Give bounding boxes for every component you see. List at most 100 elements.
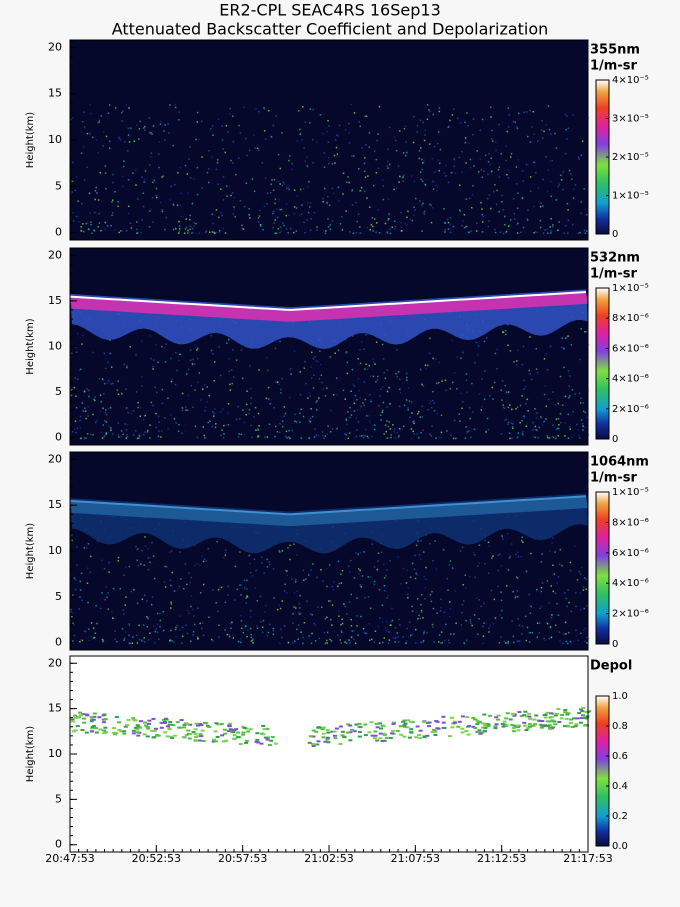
backscatter-pixel: [122, 110, 124, 112]
depol-pixel: [398, 725, 403, 728]
backscatter-pixel: [314, 640, 317, 642]
backscatter-pixel: [188, 368, 190, 371]
backscatter-pixel: [211, 425, 214, 428]
backscatter-pixel: [221, 139, 224, 141]
backscatter-pixel: [346, 372, 349, 375]
backscatter-pixel: [546, 190, 549, 193]
backscatter-pixel: [288, 436, 290, 439]
backscatter-pixel: [377, 133, 379, 135]
backscatter-pixel: [328, 564, 331, 566]
backscatter-pixel: [146, 616, 148, 618]
backscatter-pixel: [123, 613, 125, 615]
backscatter-pixel: [481, 176, 484, 178]
backscatter-pixel: [405, 376, 408, 379]
backscatter-pixel: [245, 588, 248, 590]
backscatter-pixel: [419, 617, 422, 620]
depol-pixel: [156, 734, 161, 737]
backscatter-pixel: [315, 360, 318, 362]
backscatter-pixel: [235, 418, 238, 421]
backscatter-pixel: [357, 421, 360, 423]
colorbar-tick-label: 2×10⁻⁶: [612, 609, 649, 620]
backscatter-pixel: [460, 624, 463, 626]
backscatter-pixel: [288, 155, 291, 157]
backscatter-pixel: [330, 640, 333, 642]
backscatter-pixel: [231, 382, 233, 385]
backscatter-pixel: [79, 640, 81, 643]
backscatter-pixel: [261, 162, 264, 164]
backscatter-pixel: [343, 603, 345, 605]
backscatter-pixel: [141, 219, 143, 221]
backscatter-pixel: [555, 428, 558, 430]
depol-pixel: [224, 739, 229, 742]
backscatter-pixel: [363, 404, 365, 407]
backscatter-pixel: [288, 188, 290, 191]
backscatter-pixel: [361, 435, 363, 437]
backscatter-pixel: [338, 615, 340, 617]
backscatter-pixel: [150, 208, 152, 211]
backscatter-pixel: [203, 558, 206, 560]
depol-pixel: [377, 722, 382, 725]
depol-pixel: [165, 725, 170, 728]
backscatter-pixel: [487, 173, 489, 175]
backscatter-pixel: [255, 429, 257, 431]
backscatter-pixel: [263, 129, 266, 132]
backscatter-pixel: [579, 402, 582, 404]
backscatter-pixel: [485, 336, 488, 339]
depol-pixel: [583, 710, 588, 713]
backscatter-pixel: [266, 192, 269, 194]
backscatter-pixel: [431, 590, 433, 593]
x-tick-label: 21:07:53: [391, 852, 440, 865]
plot-background: [70, 40, 588, 240]
backscatter-pixel: [340, 623, 342, 626]
depol-pixel: [325, 736, 330, 739]
backscatter-pixel: [571, 178, 573, 180]
depol-pixel: [528, 717, 533, 720]
backscatter-pixel: [230, 159, 232, 162]
backscatter-pixel: [519, 404, 522, 407]
depol-pixel: [84, 731, 89, 734]
x-tick-label: 20:52:53: [132, 852, 181, 865]
backscatter-pixel: [154, 386, 157, 389]
backscatter-pixel: [129, 642, 131, 645]
depol-pixel: [407, 736, 412, 739]
depol-pixel: [548, 727, 553, 730]
backscatter-pixel: [132, 410, 135, 412]
backscatter-pixel: [89, 104, 91, 106]
backscatter-pixel: [358, 389, 361, 392]
backscatter-pixel: [582, 425, 584, 427]
backscatter-pixel: [484, 370, 486, 372]
backscatter-pixel: [465, 225, 468, 228]
backscatter-pixel: [400, 226, 403, 228]
backscatter-pixel: [501, 617, 503, 619]
backscatter-pixel: [267, 631, 270, 634]
backscatter-pixel: [427, 364, 429, 367]
backscatter-pixel: [169, 640, 171, 642]
backscatter-pixel: [414, 554, 416, 557]
backscatter-pixel: [294, 420, 296, 423]
backscatter-pixel: [423, 160, 425, 163]
backscatter-pixel: [211, 231, 214, 233]
backscatter-pixel: [460, 392, 462, 395]
backscatter-pixel: [503, 407, 506, 410]
depol-pixel: [418, 737, 423, 740]
backscatter-pixel: [165, 343, 167, 345]
depol-pixel: [540, 720, 545, 723]
backscatter-pixel: [125, 437, 128, 439]
backscatter-pixel: [337, 135, 339, 137]
depol-pixel: [111, 731, 116, 734]
backscatter-pixel: [266, 369, 269, 372]
depol-pixel: [241, 731, 246, 734]
backscatter-pixel: [552, 436, 555, 439]
backscatter-pixel: [579, 573, 582, 575]
backscatter-pixel: [410, 401, 413, 403]
backscatter-pixel: [374, 363, 376, 365]
backscatter-pixel: [569, 395, 571, 397]
backscatter-pixel: [169, 199, 172, 201]
backscatter-pixel: [359, 362, 362, 365]
backscatter-pixel: [152, 221, 154, 223]
backscatter-pixel: [453, 633, 455, 635]
backscatter-pixel: [568, 169, 571, 172]
backscatter-pixel: [364, 368, 366, 370]
backscatter-pixel: [340, 573, 342, 576]
depol-pixel: [263, 736, 268, 739]
